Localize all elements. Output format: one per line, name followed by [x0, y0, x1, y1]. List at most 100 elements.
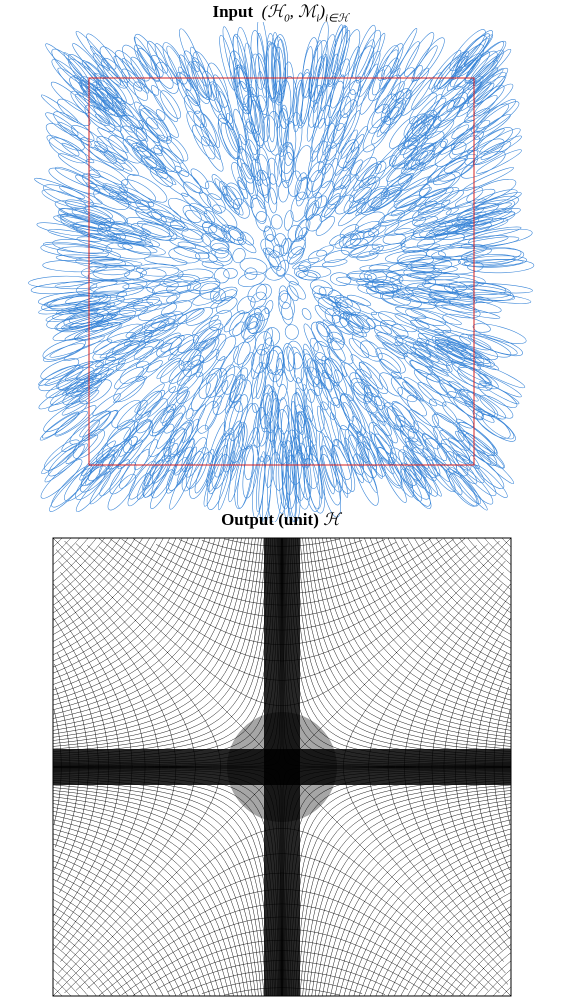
metric-ellipse: [119, 186, 155, 207]
mesh-edge: [387, 537, 512, 662]
metric-ellipse: [480, 135, 522, 160]
mesh-edge: [281, 939, 432, 996]
metric-ellipse: [344, 299, 377, 315]
metric-ellipse: [119, 421, 151, 457]
mesh-edge: [155, 544, 283, 584]
mesh-edge: [52, 790, 259, 997]
metric-ellipse: [446, 342, 491, 364]
metric-ellipse: [411, 226, 449, 241]
metric-ellipse: [200, 123, 221, 160]
metric-ellipse: [380, 319, 409, 339]
metric-ellipse: [323, 250, 350, 263]
mesh-edge: [53, 583, 146, 768]
metric-ellipse: [86, 158, 129, 186]
metric-ellipse: [278, 441, 291, 510]
metric-ellipse: [70, 373, 108, 398]
metric-ellipse: [271, 36, 286, 106]
metric-ellipse: [54, 200, 112, 223]
metric-ellipse: [112, 332, 153, 355]
mesh-edge: [281, 889, 466, 988]
mesh-edge: [52, 537, 164, 649]
metric-ellipse: [265, 327, 273, 349]
metric-ellipse: [176, 371, 204, 404]
metric-ellipse: [415, 138, 448, 166]
metric-ellipse: [367, 155, 397, 185]
metric-ellipse: [472, 141, 512, 165]
metric-ellipse: [458, 253, 516, 267]
metric-ellipse: [331, 25, 348, 75]
metric-ellipse: [88, 444, 123, 482]
metric-ellipse: [42, 411, 80, 439]
metric-ellipse: [405, 308, 447, 327]
metric-ellipse: [103, 150, 139, 176]
metric-ellipse: [442, 313, 491, 333]
metric-ellipse: [203, 453, 224, 507]
metric-ellipse: [371, 93, 397, 129]
metric-ellipse: [151, 409, 175, 437]
metric-ellipse: [138, 105, 171, 142]
metric-ellipse: [278, 293, 295, 320]
metric-ellipse: [252, 455, 265, 519]
metric-ellipse: [116, 400, 148, 430]
metric-ellipse: [240, 231, 255, 246]
metric-ellipse: [215, 335, 237, 361]
metric-ellipse: [412, 203, 445, 221]
metric-ellipse: [195, 251, 218, 263]
metric-ellipse: [255, 211, 271, 232]
metric-ellipse: [358, 362, 383, 390]
metric-ellipse: [409, 92, 438, 125]
metric-ellipse: [447, 391, 484, 420]
metric-ellipse: [79, 410, 111, 438]
metric-ellipse: [256, 451, 266, 513]
metric-ellipse: [371, 233, 407, 251]
mesh-edge: [52, 920, 129, 997]
mesh-edge: [98, 546, 283, 645]
metric-ellipse: [281, 440, 297, 510]
mesh-edge: [322, 537, 512, 727]
metric-ellipse: [71, 125, 108, 153]
metric-ellipse: [68, 58, 108, 99]
metric-ellipse: [209, 225, 235, 244]
metric-ellipse: [467, 259, 535, 274]
metric-ellipse: [54, 279, 118, 290]
metric-ellipse: [475, 192, 522, 210]
mesh-edge: [60, 766, 177, 962]
metric-ellipse: [422, 433, 447, 461]
metric-ellipse: [332, 306, 350, 320]
metric-ellipse: [324, 80, 344, 127]
metric-ellipse: [237, 180, 248, 200]
metric-ellipse: [477, 127, 513, 153]
metric-ellipse: [223, 310, 245, 333]
metric-ellipse: [413, 207, 459, 226]
metric-ellipse: [304, 405, 318, 446]
mesh-edge: [342, 549, 509, 768]
metric-ellipse: [359, 453, 378, 493]
metric-ellipse: [195, 349, 220, 378]
metric-ellipse: [416, 232, 465, 250]
metric-ellipse: [172, 308, 204, 325]
mesh-edge: [52, 936, 113, 997]
metric-ellipse: [342, 232, 361, 249]
mesh-edge: [52, 815, 234, 997]
metric-ellipse: [295, 410, 314, 467]
metric-ellipse: [313, 292, 338, 311]
mesh-edge: [326, 811, 512, 997]
metric-ellipse: [256, 22, 270, 90]
metric-ellipse: [343, 362, 369, 397]
metric-ellipse: [412, 341, 453, 366]
metric-ellipse: [106, 301, 154, 316]
metric-ellipse: [150, 147, 176, 172]
metric-ellipse: [266, 157, 279, 185]
mesh-edge: [330, 815, 512, 997]
metric-ellipse: [284, 273, 299, 286]
metric-ellipse: [181, 451, 204, 492]
metric-ellipse: [418, 171, 461, 199]
metric-ellipse: [414, 348, 453, 373]
metric-ellipse: [162, 42, 188, 85]
mesh-edge: [339, 824, 512, 997]
metric-ellipse: [255, 331, 273, 356]
metric-ellipse: [255, 153, 270, 181]
math-part: (ℋ: [261, 2, 285, 21]
metric-ellipse: [397, 387, 427, 417]
metric-ellipse: [293, 352, 308, 391]
